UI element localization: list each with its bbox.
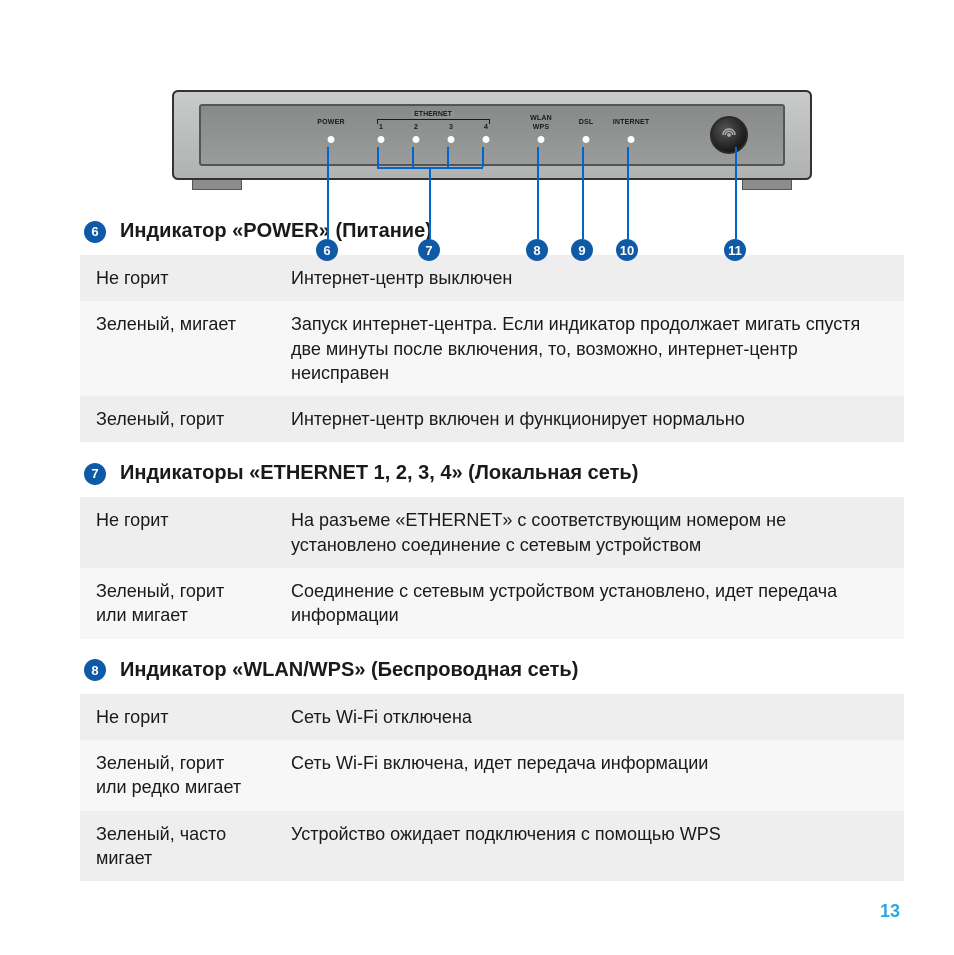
section-title: Индикаторы «ETHERNET 1, 2, 3, 4» (Локаль… bbox=[120, 462, 638, 485]
table-row: Не горитИнтернет-центр выключен bbox=[80, 255, 904, 301]
table-row: Не горитСеть Wi-Fi отключена bbox=[80, 694, 904, 740]
table-row: Не горитНа разъеме «ETHERNET» с соответс… bbox=[80, 497, 904, 568]
section-7: 7 Индикаторы «ETHERNET 1, 2, 3, 4» (Локал… bbox=[80, 462, 904, 638]
led-wlan bbox=[538, 136, 545, 143]
table-row: Зеленый, мигаетЗапуск интернет-центра. Е… bbox=[80, 301, 904, 396]
desc-cell: На разъеме «ETHERNET» с соответствующим … bbox=[275, 497, 904, 568]
label-eth1: 1 bbox=[379, 124, 383, 132]
desc-cell: Сеть Wi-Fi включена, идет передача инфор… bbox=[275, 740, 904, 811]
desc-cell: Запуск интернет-центра. Если индикатор п… bbox=[275, 301, 904, 396]
desc-cell: Соединение с сетевым устройством установ… bbox=[275, 568, 904, 639]
label-internet: INTERNET bbox=[613, 119, 650, 127]
wps-button-icon bbox=[710, 116, 748, 154]
section-title: Индикатор «POWER» (Питание) bbox=[120, 220, 432, 243]
section-badge: 6 bbox=[84, 221, 106, 243]
state-table: Не горитНа разъеме «ETHERNET» с соответс… bbox=[80, 497, 904, 638]
label-eth2: 2 bbox=[414, 124, 418, 132]
label-power: POWER bbox=[317, 119, 344, 127]
table-row: Зеленый, горитИнтернет-центр включен и ф… bbox=[80, 396, 904, 442]
label-ethernet-group: ETHERNET bbox=[412, 111, 454, 118]
state-table: Не горитСеть Wi-Fi отключенаЗеленый, гор… bbox=[80, 694, 904, 881]
led-power bbox=[328, 136, 335, 143]
page-number: 13 bbox=[80, 901, 904, 922]
state-cell: Не горит bbox=[80, 255, 275, 301]
label-wps: WPS bbox=[533, 124, 550, 132]
label-dsl: DSL bbox=[579, 119, 594, 127]
state-table: Не горитИнтернет-центр выключенЗеленый, … bbox=[80, 255, 904, 442]
state-cell: Зеленый, горит bbox=[80, 396, 275, 442]
state-cell: Зеленый, часто мигает bbox=[80, 811, 275, 882]
table-row: Зеленый, часто мигаетУстройство ожидает … bbox=[80, 811, 904, 882]
desc-cell: Устройство ожидает подключения с помощью… bbox=[275, 811, 904, 882]
state-cell: Зеленый, горит или мигает bbox=[80, 568, 275, 639]
table-row: Зеленый, горит или редко мигаетСеть Wi-F… bbox=[80, 740, 904, 811]
state-cell: Не горит bbox=[80, 694, 275, 740]
desc-cell: Сеть Wi-Fi отключена bbox=[275, 694, 904, 740]
led-dsl bbox=[583, 136, 590, 143]
led-eth2 bbox=[413, 136, 420, 143]
desc-cell: Интернет-центр включен и функционирует н… bbox=[275, 396, 904, 442]
state-cell: Не горит bbox=[80, 497, 275, 568]
label-wlan: WLAN bbox=[530, 115, 552, 123]
section-badge: 7 bbox=[84, 463, 106, 485]
section-6: 6Индикатор «POWER» (Питание)Не горитИнте… bbox=[80, 220, 904, 442]
table-row: Зеленый, горит или мигаетСоединение с се… bbox=[80, 568, 904, 639]
state-cell: Зеленый, мигает bbox=[80, 301, 275, 396]
led-eth4 bbox=[483, 136, 490, 143]
led-eth3 bbox=[448, 136, 455, 143]
device-diagram: POWER ETHERNET 1 2 3 4 WLAN WPS DSL INTE… bbox=[172, 90, 812, 180]
label-eth3: 3 bbox=[449, 124, 453, 132]
led-eth1 bbox=[378, 136, 385, 143]
state-cell: Зеленый, горит или редко мигает bbox=[80, 740, 275, 811]
led-internet bbox=[628, 136, 635, 143]
desc-cell: Интернет-центр выключен bbox=[275, 255, 904, 301]
label-eth4: 4 bbox=[484, 124, 488, 132]
section-title: Индикатор «WLAN/WPS» (Беспроводная сеть) bbox=[120, 659, 578, 682]
section-8: 8 Индикатор «WLAN/WPS» (Беспроводная сеть… bbox=[80, 659, 904, 881]
section-badge: 8 bbox=[84, 659, 106, 681]
